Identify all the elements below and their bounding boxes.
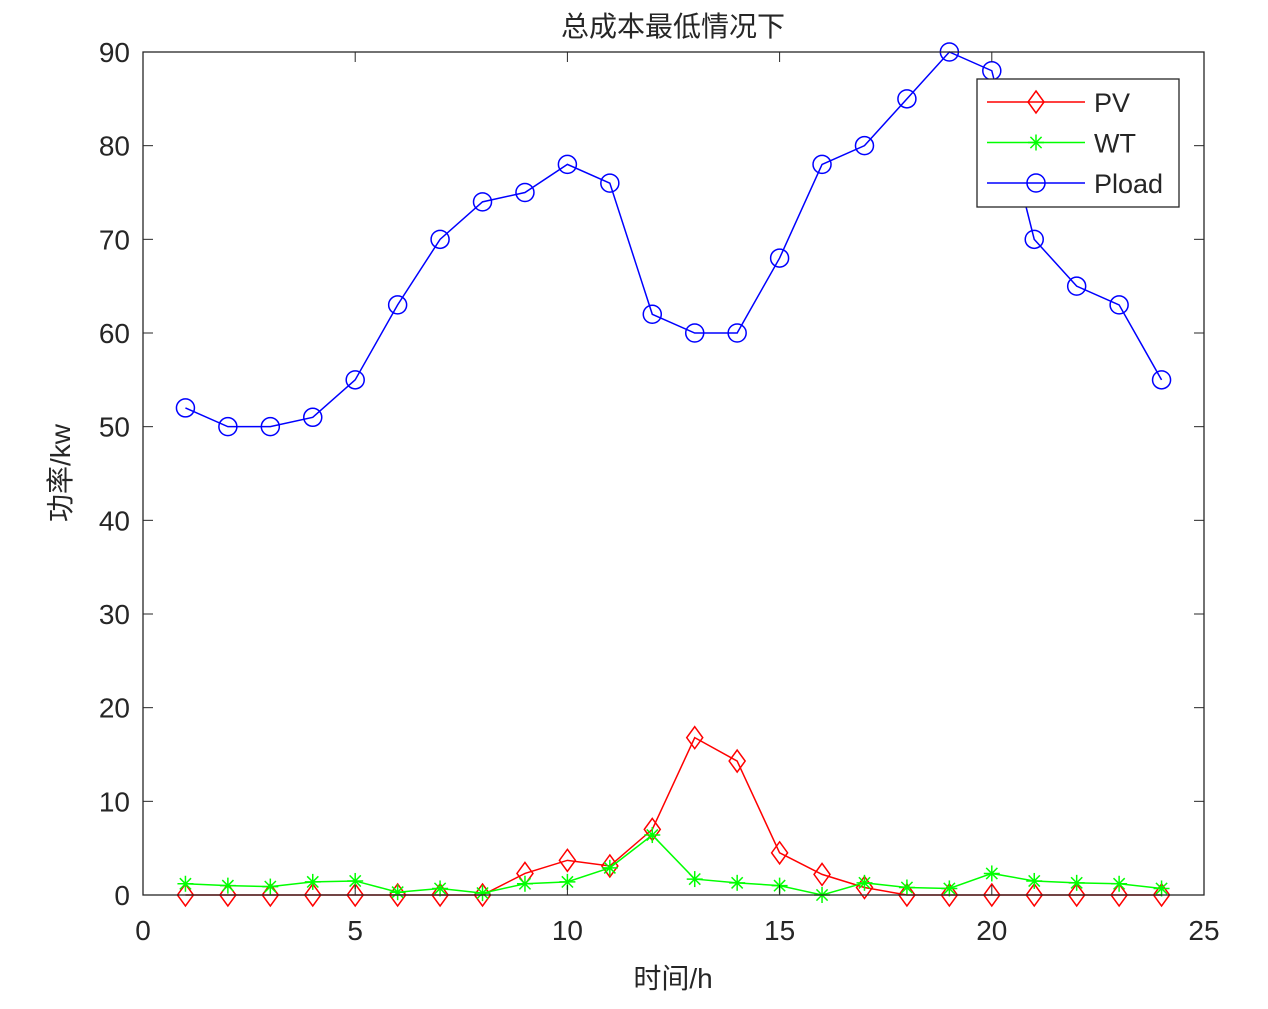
circle-marker xyxy=(684,323,705,343)
diamond-marker xyxy=(728,748,747,774)
diamond-marker xyxy=(982,882,1001,908)
asterisk-marker xyxy=(432,880,449,897)
asterisk-marker xyxy=(474,885,491,902)
asterisk-marker xyxy=(644,827,661,844)
asterisk-marker xyxy=(941,880,958,897)
circle-marker xyxy=(727,323,747,343)
y-tick-label: 50 xyxy=(99,412,130,443)
series-wt xyxy=(177,827,1170,903)
circle-marker xyxy=(303,407,323,428)
y-tick-label: 70 xyxy=(99,224,130,255)
asterisk-marker xyxy=(1028,134,1044,151)
asterisk-marker xyxy=(177,875,194,892)
y-tick-label: 0 xyxy=(114,880,130,911)
circle-marker xyxy=(897,89,917,109)
circle-marker xyxy=(642,304,663,325)
diamond-marker xyxy=(940,882,959,908)
y-tick-label: 80 xyxy=(99,131,130,162)
x-axis-label: 时间/h xyxy=(633,963,712,994)
asterisk-marker xyxy=(219,877,236,894)
plot-frame xyxy=(142,51,1205,896)
circle-marker xyxy=(218,416,238,437)
circle-marker xyxy=(854,135,875,156)
x-tick-label: 10 xyxy=(552,915,583,946)
circle-marker xyxy=(600,173,620,193)
diamond-marker xyxy=(431,882,450,908)
asterisk-marker xyxy=(1153,880,1170,897)
chart-title: 总成本最低情况下 xyxy=(561,11,785,42)
asterisk-marker xyxy=(1111,875,1128,892)
y-axis-label: 功率/kw xyxy=(45,423,76,522)
asterisk-marker xyxy=(516,875,533,892)
y-tick-label: 90 xyxy=(99,37,130,68)
diamond-marker xyxy=(1152,882,1171,908)
x-tick-label: 5 xyxy=(347,915,363,946)
diamond-marker xyxy=(813,862,831,887)
circle-marker xyxy=(769,248,790,268)
asterisk-marker xyxy=(856,874,873,891)
circle-marker xyxy=(1026,173,1046,193)
x-tick-label: 15 xyxy=(764,915,795,946)
legend-label: Pload xyxy=(1094,169,1163,199)
circle-marker xyxy=(1109,295,1129,315)
y-tick-label: 40 xyxy=(99,505,130,536)
diamond-marker xyxy=(770,840,789,866)
diamond-marker xyxy=(1027,89,1045,115)
legend-label: WT xyxy=(1094,129,1136,159)
circle-marker xyxy=(345,370,365,390)
x-tick-label: 25 xyxy=(1188,915,1219,946)
diamond-marker xyxy=(685,725,704,750)
circle-marker xyxy=(387,295,408,315)
asterisk-marker xyxy=(601,859,618,876)
legend-label: PV xyxy=(1094,88,1130,118)
y-tick-label: 30 xyxy=(99,599,130,630)
circle-marker xyxy=(515,182,535,203)
diamond-marker xyxy=(897,882,916,908)
x-tick-label: 20 xyxy=(976,915,1007,946)
diamond-marker xyxy=(1025,882,1044,908)
asterisk-marker xyxy=(304,873,321,890)
y-tick-label: 60 xyxy=(99,318,130,349)
y-tick-label: 10 xyxy=(99,786,130,817)
diamond-marker xyxy=(176,882,195,908)
x-tick-label: 0 xyxy=(135,915,151,946)
y-tick-label: 20 xyxy=(99,693,130,724)
series-line-pv xyxy=(185,736,1162,896)
diamond-marker xyxy=(558,848,577,873)
circle-marker xyxy=(260,416,281,437)
circle-marker xyxy=(472,192,493,212)
asterisk-marker xyxy=(262,878,279,895)
asterisk-marker xyxy=(983,865,1000,882)
circle-marker xyxy=(812,154,832,175)
circle-marker xyxy=(430,229,450,250)
diamond-marker xyxy=(1067,882,1086,908)
circle-marker xyxy=(1024,229,1044,250)
diamond-marker xyxy=(346,882,365,908)
asterisk-marker xyxy=(686,871,703,888)
circle-marker xyxy=(557,154,578,175)
circle-marker xyxy=(175,398,196,418)
diamond-marker xyxy=(1110,882,1129,908)
asterisk-marker xyxy=(389,884,406,901)
circle-marker xyxy=(1066,276,1087,296)
asterisk-marker xyxy=(1026,872,1043,889)
legend: PV WT Pload xyxy=(976,78,1180,208)
series-line-wt xyxy=(185,834,1162,896)
asterisk-marker xyxy=(1068,874,1085,891)
circle-marker xyxy=(1151,370,1172,390)
asterisk-marker xyxy=(729,874,746,891)
diamond-marker xyxy=(303,882,322,908)
asterisk-marker xyxy=(898,879,915,896)
